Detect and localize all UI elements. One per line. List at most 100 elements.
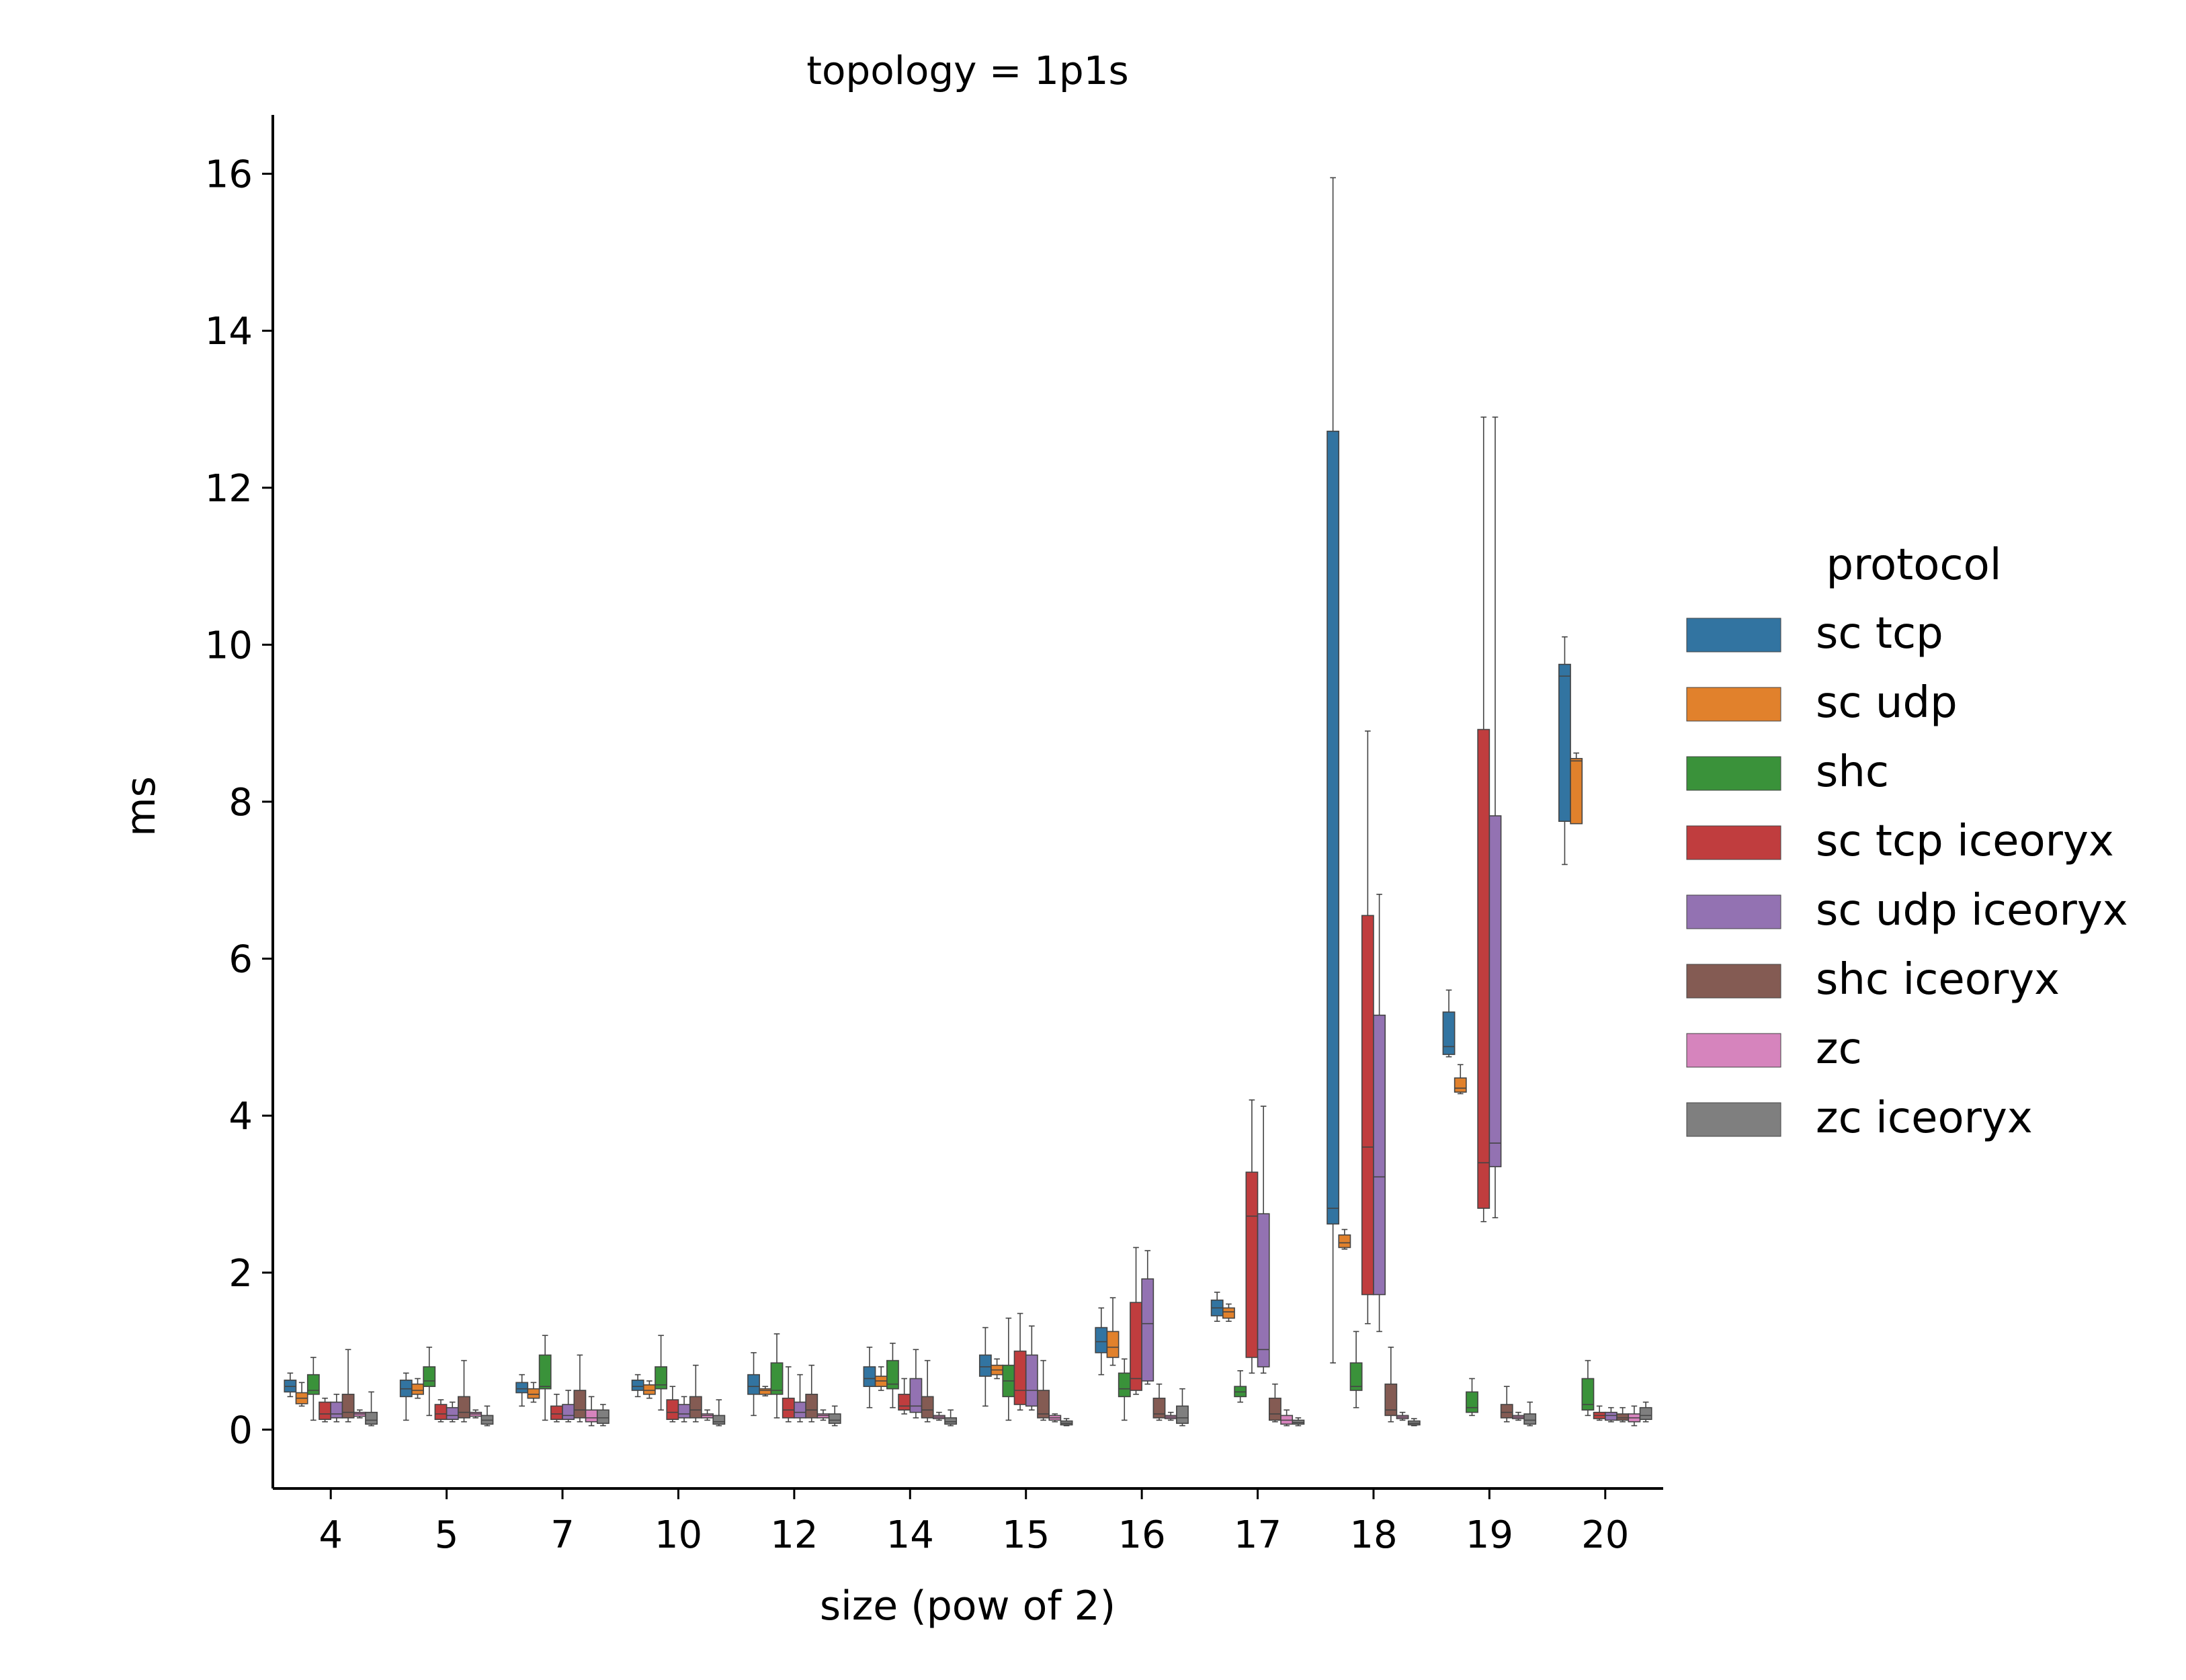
box-sc-tcp-4: [284, 1372, 297, 1398]
box-sc-tcp-iceoryx-4: [319, 1397, 332, 1423]
box-iqr: [1130, 1302, 1142, 1391]
box-zc-iceoryx-19: [1523, 1401, 1537, 1427]
box-iqr: [1257, 1213, 1270, 1368]
box-zc-iceoryx-10: [712, 1399, 726, 1427]
box-iqr: [1454, 1077, 1467, 1093]
box-shc-iceoryx-10: [689, 1364, 702, 1423]
legend-swatch: [1686, 687, 1781, 722]
box-iqr: [759, 1388, 772, 1395]
y-tick-label: 16: [205, 153, 253, 197]
box-zc-iceoryx-15: [1060, 1418, 1073, 1427]
y-tick-label: 6: [228, 938, 253, 982]
box-iqr: [411, 1383, 424, 1395]
box-zc-14: [932, 1411, 945, 1421]
box-shc-7: [538, 1335, 552, 1421]
box-iqr: [1442, 1011, 1456, 1055]
box-shc-15: [1002, 1317, 1015, 1421]
box-shc-10: [655, 1335, 668, 1411]
box-zc-iceoryx-16: [1176, 1388, 1189, 1427]
box-zc-10: [701, 1409, 714, 1421]
legend-item: sc udp: [1686, 678, 1958, 728]
box-shc-iceoryx-18: [1384, 1346, 1398, 1423]
y-tick-label: 14: [205, 310, 253, 353]
box-zc-12: [816, 1409, 830, 1421]
box-shc-16: [1118, 1358, 1131, 1421]
x-tick-label: 16: [1118, 1513, 1165, 1557]
box-iqr: [550, 1405, 563, 1421]
box-iqr: [1558, 663, 1571, 822]
box-iqr: [1466, 1391, 1478, 1413]
box-iqr: [898, 1394, 911, 1411]
box-zc-20: [1628, 1405, 1641, 1427]
box-iqr: [828, 1413, 841, 1424]
box-zc-19: [1512, 1411, 1525, 1421]
box-sc-udp-15: [991, 1358, 1004, 1380]
box-zc-iceoryx-12: [828, 1405, 841, 1427]
box-sc-udp-14: [874, 1366, 888, 1391]
box-sc-udp-iceoryx-12: [794, 1374, 806, 1423]
box-iqr: [330, 1401, 343, 1419]
box-iqr: [1025, 1354, 1038, 1407]
legend-swatch: [1686, 1102, 1781, 1137]
box-iqr: [562, 1404, 575, 1421]
box-iqr: [1604, 1411, 1617, 1421]
box-zc-5: [469, 1409, 482, 1419]
box-shc-iceoryx-20: [1616, 1406, 1630, 1423]
box-sc-tcp-19: [1442, 989, 1456, 1058]
box-sc-udp-12: [759, 1386, 772, 1396]
box-iqr: [909, 1378, 923, 1413]
box-iqr: [642, 1384, 656, 1395]
box-sc-tcp-5: [399, 1372, 413, 1421]
legend-swatch: [1686, 1033, 1781, 1068]
box-sc-udp-10: [642, 1380, 656, 1399]
box-sc-tcp-iceoryx-5: [434, 1399, 448, 1423]
box-iqr: [944, 1417, 958, 1425]
box-iqr: [1118, 1372, 1131, 1398]
box-sc-tcp-7: [515, 1374, 529, 1407]
y-tick-label: 0: [228, 1409, 253, 1452]
box-shc-19: [1466, 1378, 1478, 1417]
box-sc-udp-iceoryx-14: [909, 1349, 923, 1419]
box-sc-udp-17: [1222, 1303, 1235, 1322]
box-shc-iceoryx-17: [1268, 1383, 1281, 1423]
box-iqr: [1488, 815, 1502, 1167]
x-tick-label: 5: [435, 1513, 459, 1557]
box-iqr: [921, 1396, 934, 1419]
box-zc-18: [1396, 1411, 1409, 1421]
box-iqr: [1095, 1327, 1108, 1353]
box-shc-18: [1349, 1331, 1363, 1409]
box-sc-tcp-iceoryx-14: [898, 1378, 911, 1415]
box-sc-udp-iceoryx-18: [1373, 894, 1386, 1333]
legend-item: sc tcp: [1686, 609, 1943, 659]
box-sc-udp-20: [1570, 752, 1583, 825]
box-iqr: [341, 1394, 355, 1419]
box-sc-udp-iceoryx-17: [1257, 1105, 1270, 1374]
box-sc-tcp-iceoryx-12: [782, 1366, 795, 1423]
legend-item: zc: [1686, 1024, 1862, 1074]
box-sc-udp-iceoryx-4: [330, 1394, 343, 1423]
box-zc-iceoryx-18: [1407, 1418, 1421, 1427]
box-iqr: [886, 1359, 899, 1390]
legend: protocol sc tcp sc udp shc sc tcp iceoryx sc…: [1686, 540, 2128, 1143]
box-iqr: [631, 1380, 644, 1391]
box-zc-iceoryx-20: [1639, 1401, 1652, 1423]
box-zc-17: [1280, 1409, 1294, 1427]
box-shc-iceoryx-15: [1037, 1359, 1050, 1421]
y-tick-label: 12: [205, 467, 253, 511]
box-iqr: [515, 1382, 529, 1394]
box-iqr: [527, 1388, 540, 1399]
legend-label: sc tcp iceoryx: [1816, 816, 2114, 866]
legend-swatch: [1686, 894, 1781, 929]
legend-swatch: [1686, 964, 1781, 999]
box-sc-tcp-12: [747, 1352, 760, 1417]
x-axis-label: size (pow of 2): [820, 1583, 1116, 1630]
box-iqr: [1477, 728, 1490, 1209]
box-iqr: [1245, 1171, 1259, 1358]
x-tick-label: 7: [550, 1513, 575, 1557]
box-sc-tcp-iceoryx-16: [1130, 1247, 1142, 1395]
box-sc-tcp-iceoryx-18: [1361, 730, 1374, 1325]
box-iqr: [978, 1354, 992, 1377]
box-sc-udp-18: [1338, 1228, 1351, 1250]
box-sc-udp-7: [527, 1382, 540, 1403]
